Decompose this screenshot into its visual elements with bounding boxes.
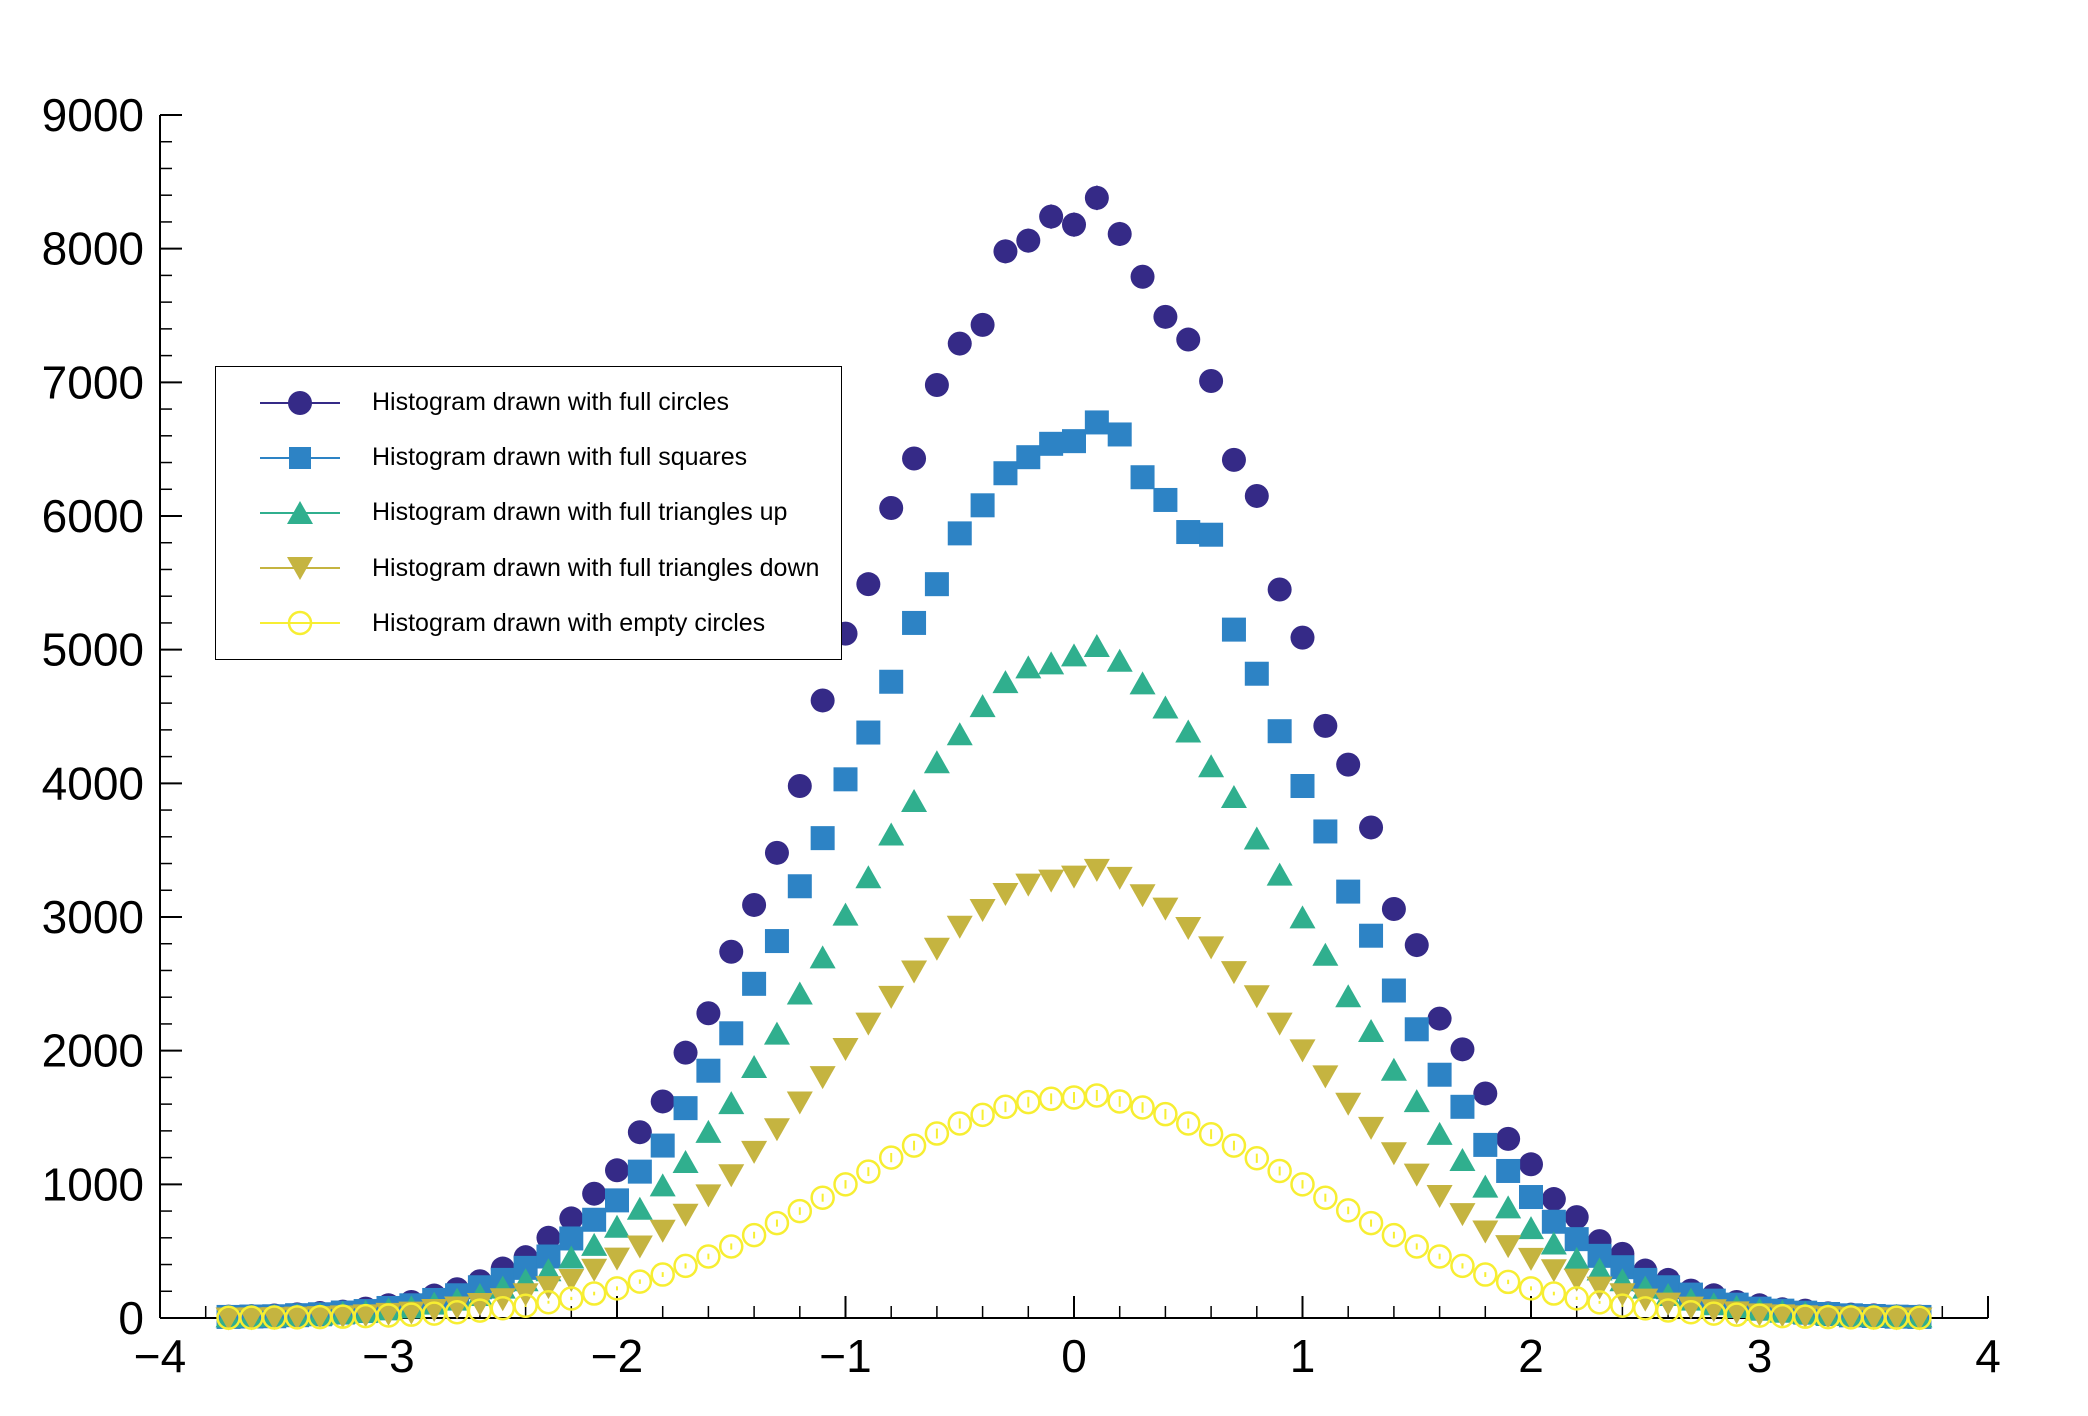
svg-text:9000: 9000	[42, 89, 144, 141]
legend-entry-triangles-down: Histogram drawn with full triangles down	[216, 542, 841, 594]
full-square-marker-icon	[258, 443, 342, 473]
svg-text:4000: 4000	[42, 757, 144, 809]
svg-text:7000: 7000	[42, 356, 144, 408]
svg-text:1: 1	[1290, 1330, 1316, 1382]
triangle-up-marker-icon	[258, 498, 342, 528]
legend: Histogram drawn with full circles Histog…	[215, 366, 842, 660]
legend-entry-full-circles: Histogram drawn with full circles	[216, 377, 841, 429]
svg-text:0: 0	[1061, 1330, 1087, 1382]
open-circle-marker-icon	[258, 608, 342, 638]
legend-label: Histogram drawn with full triangles up	[372, 498, 788, 527]
svg-text:5000: 5000	[42, 624, 144, 676]
legend-label: Histogram drawn with full squares	[372, 443, 748, 472]
legend-label: Histogram drawn with full triangles down	[372, 553, 820, 582]
svg-text:−2: −2	[591, 1330, 643, 1382]
svg-text:6000: 6000	[42, 490, 144, 542]
triangle-down-marker-icon	[258, 553, 342, 583]
svg-text:2000: 2000	[42, 1025, 144, 1077]
svg-text:−3: −3	[362, 1330, 414, 1382]
svg-text:4: 4	[1975, 1330, 2001, 1382]
svg-text:−4: −4	[134, 1330, 186, 1382]
svg-text:2: 2	[1518, 1330, 1544, 1382]
full-circle-marker-icon	[258, 388, 342, 418]
svg-text:3: 3	[1747, 1330, 1773, 1382]
svg-text:8000: 8000	[42, 223, 144, 275]
legend-entry-triangles-up: Histogram drawn with full triangles up	[216, 487, 841, 539]
svg-text:−1: −1	[819, 1330, 871, 1382]
legend-entry-empty-circles: Histogram drawn with empty circles	[216, 597, 841, 649]
legend-entry-full-squares: Histogram drawn with full squares	[216, 432, 841, 484]
legend-label: Histogram drawn with empty circles	[372, 608, 766, 637]
legend-label: Histogram drawn with full circles	[372, 388, 730, 417]
svg-text:0: 0	[118, 1292, 144, 1344]
svg-text:3000: 3000	[42, 891, 144, 943]
svg-text:1000: 1000	[42, 1158, 144, 1210]
